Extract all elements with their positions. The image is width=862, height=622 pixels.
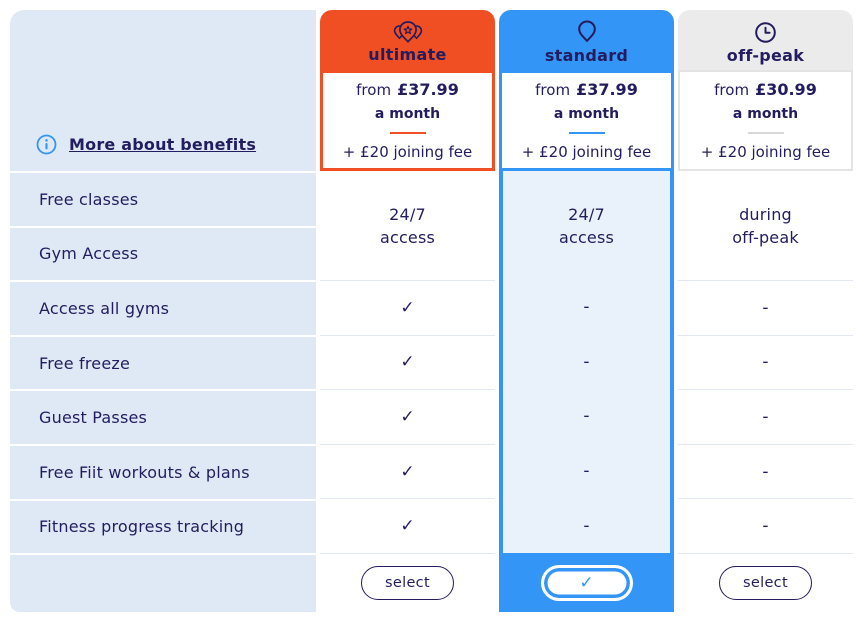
price-prefix: from — [714, 81, 750, 99]
price-box-offpeak: from £30.99 a month + £20 joining fee — [678, 70, 853, 171]
plan-body-offpeak: during off-peak - - - - - — [678, 171, 853, 553]
plan-name: standard — [544, 46, 629, 65]
feature-cell: ✓ — [320, 389, 495, 444]
feature-cell: - — [583, 297, 590, 318]
feature-row-label: Access all gyms — [10, 282, 316, 335]
feature-row-label: Free Fiit workouts & plans — [10, 445, 316, 499]
feature-row-label: Free freeze — [10, 336, 316, 390]
feature-row-label: Fitness progress tracking — [10, 500, 316, 554]
feature-cell: ✓ — [320, 498, 495, 553]
feature-row-label: Guest Passes — [10, 391, 316, 444]
joining-fee: + £20 joining fee — [342, 143, 473, 161]
plan-header-offpeak: off-peak — [678, 10, 853, 70]
check-icon: ✓ — [579, 572, 594, 593]
feature-row-label: Free classes — [10, 173, 316, 226]
feature-cell: - — [678, 280, 853, 335]
gym-access-line2: access — [558, 227, 615, 247]
joining-fee: + £20 joining fee — [700, 143, 831, 161]
price-amount: £37.99 — [576, 80, 638, 99]
gym-access-cell: 24/7 access — [320, 171, 495, 280]
plan-footer-offpeak: select — [678, 553, 853, 612]
feature-cell: - — [583, 406, 590, 427]
gym-access-line2: off-peak — [732, 227, 799, 247]
plan-name: ultimate — [368, 45, 447, 64]
labels-footer-block — [10, 555, 316, 613]
plan-header-standard: standard — [499, 10, 674, 70]
plan-column-ultimate: ultimate from £37.99 a month + £20 joini… — [320, 10, 495, 612]
price-box-ultimate: from £37.99 a month + £20 joining fee — [320, 70, 495, 171]
gym-access-line1: during — [739, 204, 792, 224]
gym-access-cell: during off-peak — [678, 171, 853, 280]
price-period: a month — [374, 106, 441, 122]
plan-body-standard: 24/7 access - - - - - — [499, 171, 674, 553]
price-period: a month — [732, 106, 799, 122]
price-prefix: from — [535, 81, 571, 99]
gym-access-line1: 24/7 — [389, 204, 426, 224]
select-button-offpeak[interactable]: select — [719, 566, 812, 600]
price-period: a month — [553, 106, 620, 122]
gym-access-cell: 24/7 access — [503, 171, 670, 280]
feature-cell: - — [678, 389, 853, 444]
selected-check-button[interactable]: ✓ — [540, 564, 633, 601]
price-divider — [568, 132, 605, 134]
feature-row-label: Gym Access — [10, 227, 316, 281]
plan-column-offpeak: off-peak from £30.99 a month + £20 joini… — [678, 10, 853, 612]
plan-footer-ultimate: select — [320, 553, 495, 612]
plan-footer-standard: ✓ — [499, 553, 674, 612]
feature-cell: - — [583, 515, 590, 536]
gym-access-line1: 24/7 — [568, 204, 605, 224]
pricing-table: More about benefits Free classes Gym Acc… — [10, 10, 853, 613]
feature-cell: - — [583, 351, 590, 372]
feature-cell: - — [583, 461, 590, 482]
plan-name: off-peak — [726, 45, 805, 65]
labels-header-block: More about benefits — [10, 10, 316, 171]
feature-cell: - — [678, 334, 853, 390]
benefits-link[interactable]: More about benefits — [36, 134, 256, 155]
select-button-ultimate[interactable]: select — [361, 566, 454, 600]
price-divider — [747, 132, 784, 134]
feature-cell: - — [678, 498, 853, 553]
price-amount: £30.99 — [755, 80, 817, 99]
info-icon — [36, 134, 57, 155]
feature-cell: ✓ — [320, 443, 495, 499]
plan-column-standard: standard from £37.99 a month + £20 joini… — [499, 10, 674, 612]
map-pins-star-icon — [391, 20, 425, 44]
labels-column: More about benefits Free classes Gym Acc… — [10, 10, 316, 613]
plan-header-ultimate: ultimate — [320, 10, 495, 70]
price-divider — [389, 132, 426, 134]
price-amount: £37.99 — [397, 80, 459, 99]
benefits-link-label: More about benefits — [69, 135, 257, 154]
joining-fee: + £20 joining fee — [521, 143, 652, 161]
map-pin-icon — [574, 19, 600, 45]
gym-access-line2: access — [379, 227, 436, 247]
feature-cell: - — [678, 443, 853, 499]
price-box-standard: from £37.99 a month + £20 joining fee — [499, 70, 674, 171]
price-prefix: from — [356, 81, 392, 99]
feature-cell: ✓ — [320, 280, 495, 335]
plan-body-ultimate: 24/7 access ✓ ✓ ✓ ✓ ✓ — [320, 171, 495, 553]
clock-icon — [753, 20, 778, 45]
feature-cell: ✓ — [320, 334, 495, 390]
